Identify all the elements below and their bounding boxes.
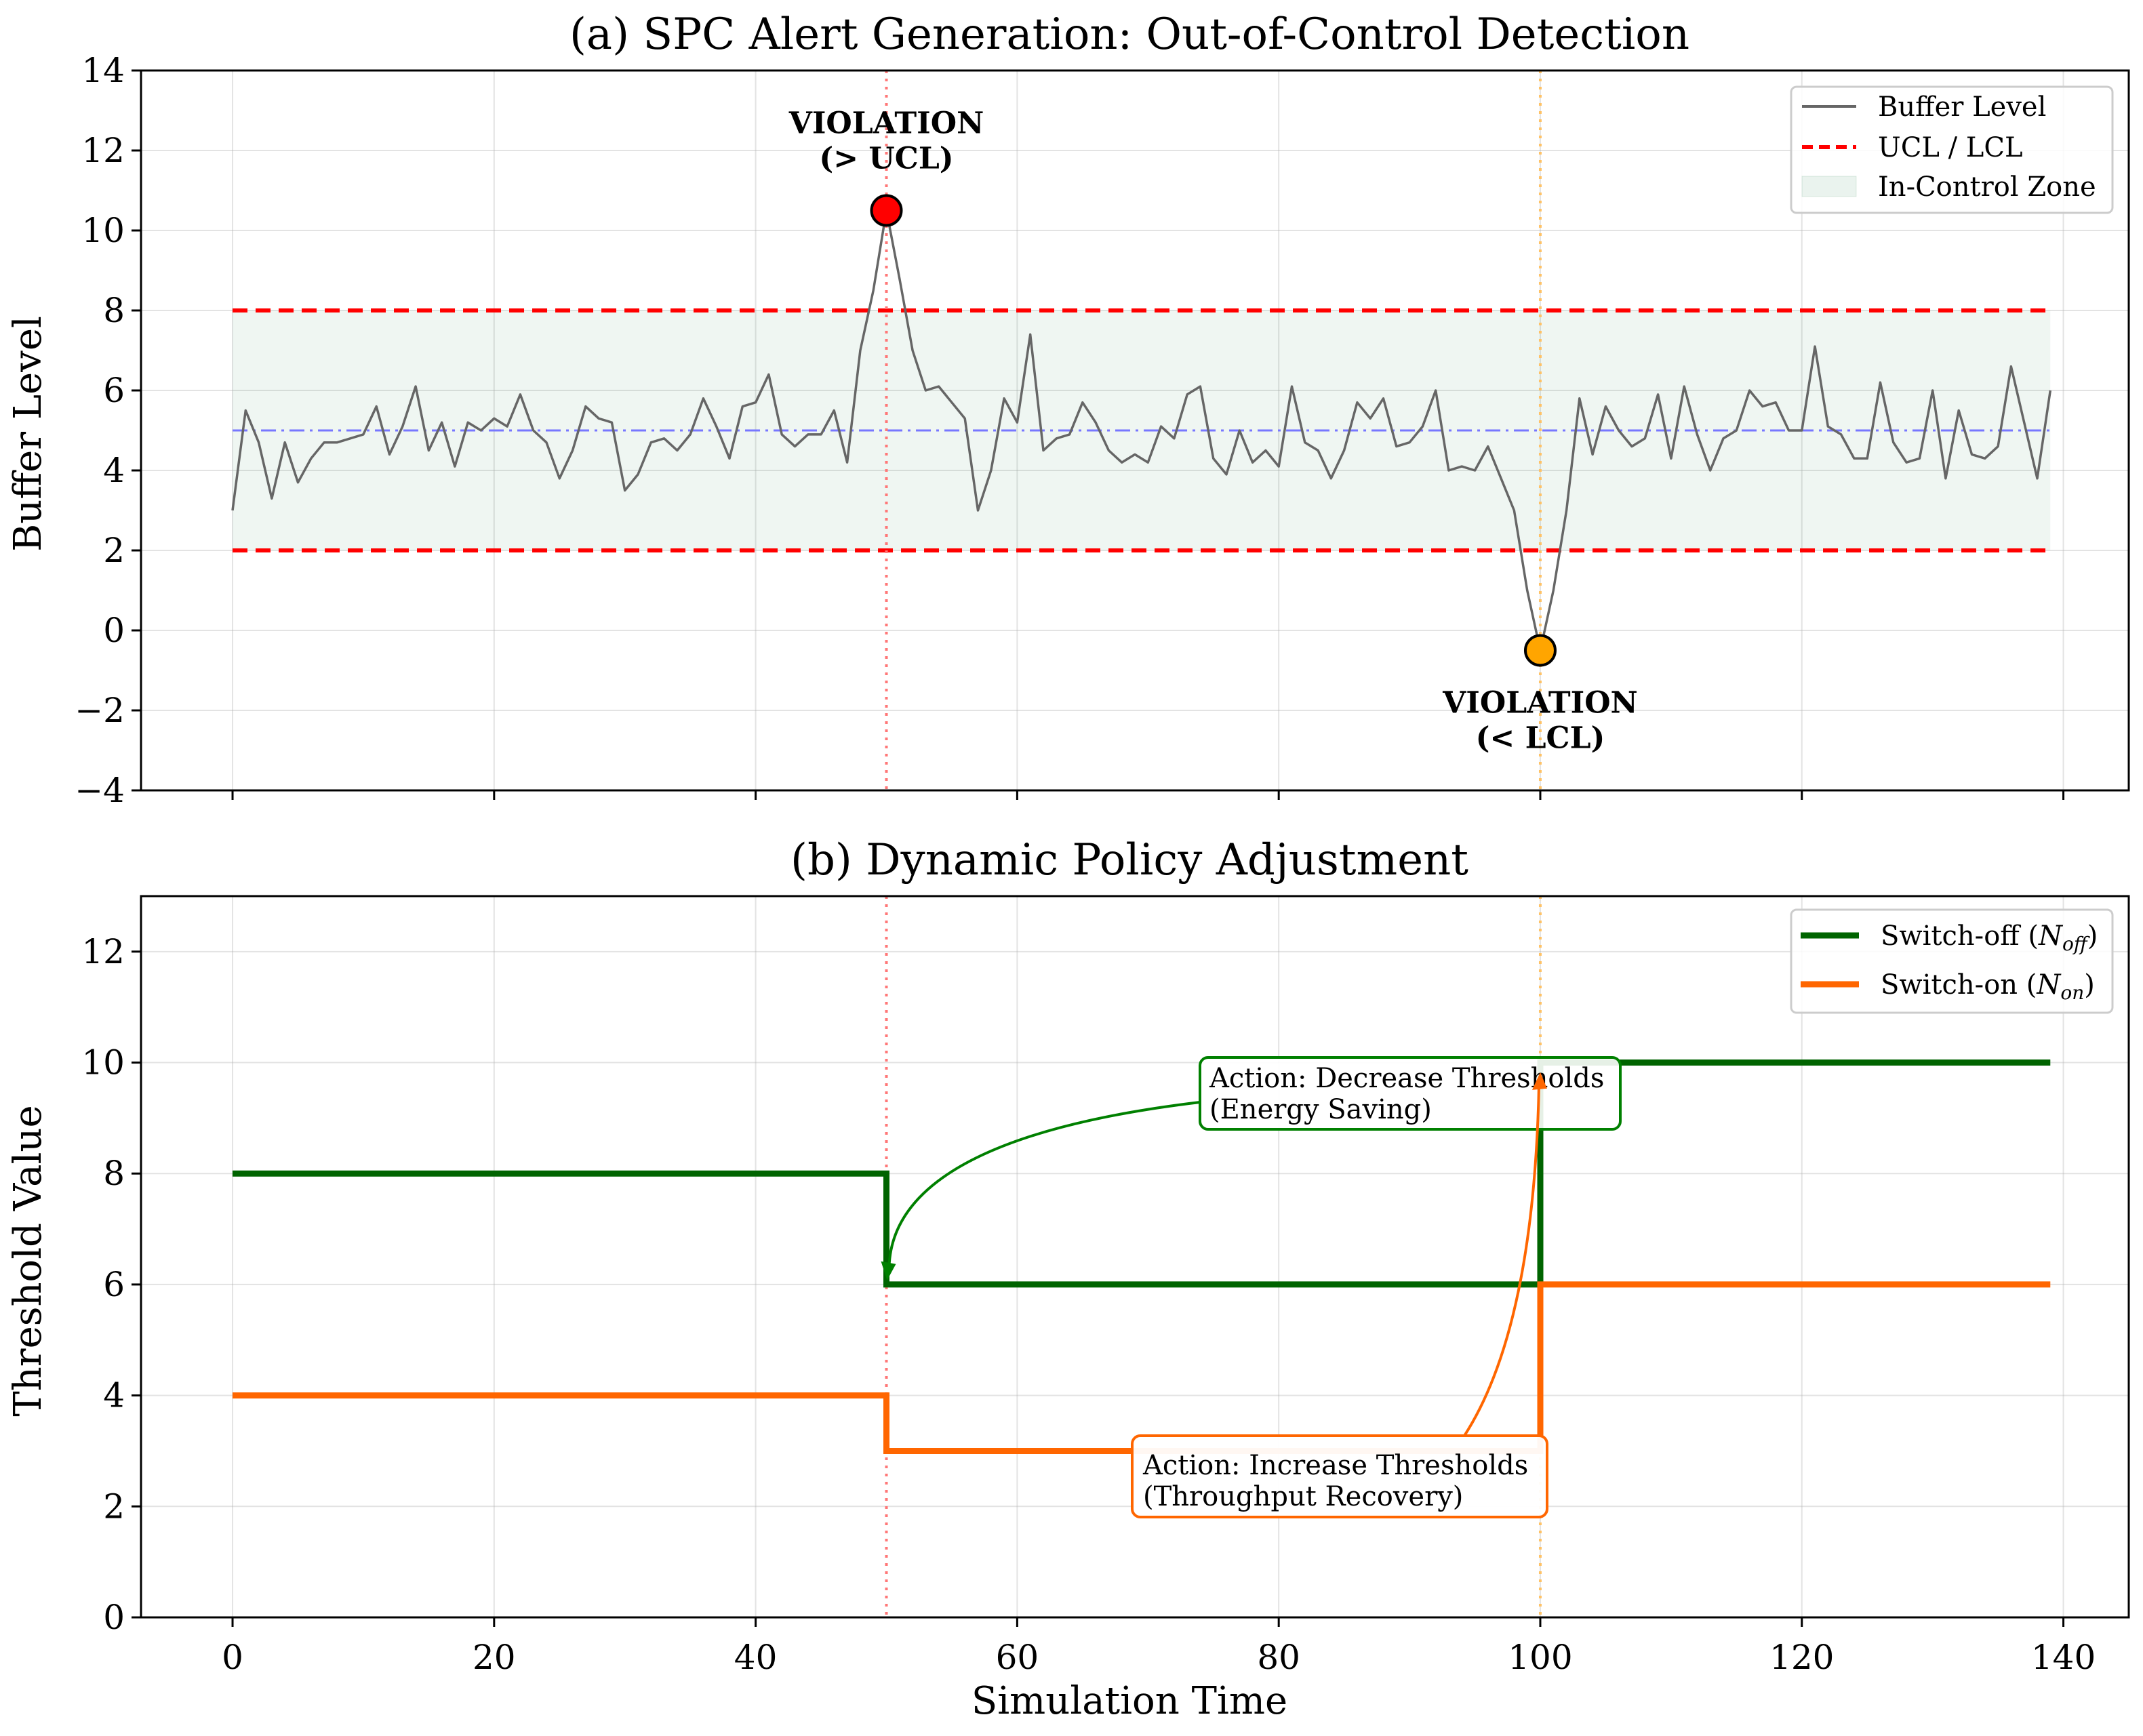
lcl-violation-marker <box>1523 634 1557 667</box>
ucl-violation-label: VIOLATION <box>788 106 984 141</box>
panel-b-frame <box>140 895 2130 1619</box>
panel-b-legend: Switch-off (Noff) Switch-on (Non) <box>1790 908 2114 1014</box>
buffer-level-line <box>231 209 2052 652</box>
legend-buffer-label: Buffer Level <box>1878 92 2046 123</box>
lcl-violation-label: VIOLATION <box>1442 686 1638 721</box>
x-tick-label-140: 140 <box>2031 1638 2096 1677</box>
panel-a: (a) SPC Alert Generation: Out-of-Control… <box>6 9 2130 810</box>
x-tick-label-80: 80 <box>1257 1638 1300 1677</box>
x-tick-label-60: 60 <box>996 1638 1039 1677</box>
legend-zone-label: In-Control Zone <box>1878 171 2096 203</box>
increase-annotation: Action: Increase Thresholds (Throughput … <box>1131 1072 1548 1518</box>
legend-zone-swatch <box>1801 176 1857 197</box>
panel-b-ticks: 0 20 40 60 80 100 120 140 0 2 4 6 8 10 12 <box>81 932 2096 1677</box>
decrease-annotation-line1: Action: Decrease Thresholds <box>1209 1063 1604 1094</box>
increase-annotation-line2: (Throughput Recovery) <box>1143 1481 1463 1512</box>
x-tick-label-120: 120 <box>1769 1638 1834 1677</box>
y-tick-label-2: 2 <box>103 531 125 570</box>
y-tick-label-2: 2 <box>103 1487 125 1526</box>
panel-b-xlabel: Simulation Time <box>972 1679 1287 1723</box>
panel-a-frame <box>140 69 2130 792</box>
x-tick-label-0: 0 <box>222 1638 243 1677</box>
y-tick-label-12: 12 <box>81 131 125 170</box>
y-tick-label-8: 8 <box>103 1154 125 1193</box>
decrease-annotation: Action: Decrease Thresholds (Energy Savi… <box>881 1056 1622 1280</box>
switch-on-line <box>233 1281 2051 1454</box>
y-tick-label-0: 0 <box>103 611 125 650</box>
decrease-arrow <box>887 1101 1201 1267</box>
legend-limit-label: UCL / LCL <box>1878 132 2023 163</box>
panel-b-ylabel: Threshold Value <box>6 1105 50 1416</box>
ucl-violation-sublabel: (> UCL) <box>819 142 953 176</box>
y-tick-label-10: 10 <box>81 211 125 250</box>
y-tick-label-6: 6 <box>103 371 125 410</box>
y-tick-label-14: 14 <box>81 51 125 90</box>
x-tick-label-100: 100 <box>1508 1638 1572 1677</box>
x-tick-label-20: 20 <box>473 1638 516 1677</box>
ucl-violation-marker <box>870 194 903 227</box>
panel-a-ticks: −4 −2 0 2 4 6 8 10 12 14 <box>75 51 2065 810</box>
increase-arrowhead <box>1531 1072 1547 1090</box>
y-tick-label-4: 4 <box>103 1376 125 1415</box>
lcl-violation-sublabel: (< LCL) <box>1476 721 1605 756</box>
increase-arrow <box>1463 1087 1540 1437</box>
panel-a-title: (a) SPC Alert Generation: Out-of-Control… <box>569 9 1689 60</box>
legend-switch-on-label: Switch-on (Non) <box>1881 969 2095 1004</box>
y-tick-label-4: 4 <box>103 451 125 490</box>
y-tick-label--4: −4 <box>75 771 125 810</box>
switch-off-line <box>233 1059 2051 1288</box>
x-tick-label-40: 40 <box>734 1638 778 1677</box>
y-tick-label-6: 6 <box>103 1265 125 1304</box>
y-tick-label-12: 12 <box>81 932 125 971</box>
increase-annotation-line1: Action: Increase Thresholds <box>1142 1450 1528 1481</box>
panel-a-legend: Buffer Level UCL / LCL In-Control Zone <box>1790 85 2114 214</box>
legend-switch-off-label: Switch-off (Noff) <box>1881 921 2098 955</box>
decrease-annotation-line2: (Energy Saving) <box>1209 1094 1432 1125</box>
panel-a-ylabel: Buffer Level <box>6 316 50 552</box>
panel-b: (b) Dynamic Policy Adjustment Threshold … <box>6 835 2130 1723</box>
y-tick-label-0: 0 <box>103 1598 125 1637</box>
decrease-arrowhead <box>881 1261 896 1280</box>
y-tick-label-10: 10 <box>81 1043 125 1083</box>
panel-b-title: (b) Dynamic Policy Adjustment <box>790 835 1468 885</box>
y-tick-label-8: 8 <box>103 291 125 330</box>
y-tick-label--2: −2 <box>75 691 125 730</box>
